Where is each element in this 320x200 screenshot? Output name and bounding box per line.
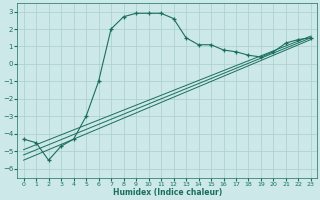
X-axis label: Humidex (Indice chaleur): Humidex (Indice chaleur) xyxy=(113,188,222,197)
